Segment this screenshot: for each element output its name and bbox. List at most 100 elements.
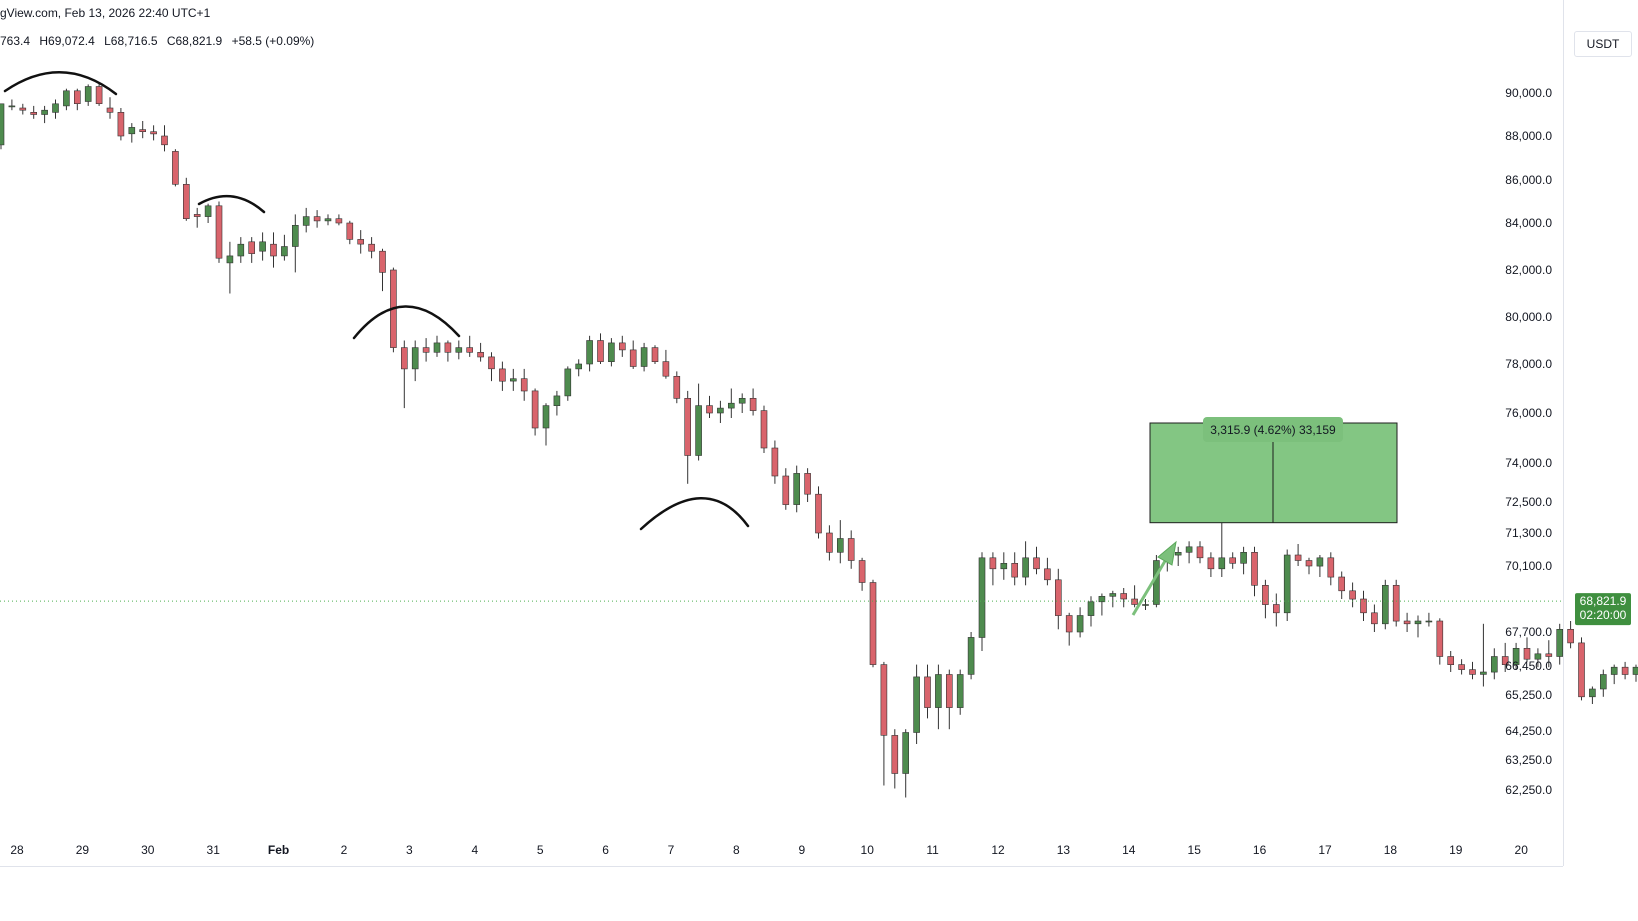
candle [204, 203, 212, 223]
candle [804, 468, 811, 502]
price-axis-tick: 71,300.0 [1505, 526, 1552, 540]
candle [836, 520, 844, 564]
candle-body [564, 368, 572, 397]
candle [727, 388, 735, 418]
candle-body [1142, 604, 1149, 606]
candle-body [128, 127, 136, 135]
price-axis-tick: 86,000.0 [1505, 173, 1552, 187]
candle [281, 234, 288, 261]
candle-body [74, 90, 81, 105]
candle [368, 237, 375, 259]
candle-body [1316, 557, 1324, 567]
candle-body [0, 103, 5, 146]
candle-body [1491, 656, 1498, 673]
candle [1327, 552, 1335, 586]
candle-body [1131, 598, 1138, 605]
candle-body [1153, 560, 1160, 605]
candle [1174, 546, 1182, 566]
price-axis-tick: 65,250.0 [1505, 688, 1552, 702]
candle-body [531, 390, 539, 429]
drawn-arrow [1131, 540, 1177, 616]
price-axis-tick: 88,000.0 [1505, 129, 1552, 143]
candle [1632, 664, 1638, 682]
candle-body [651, 347, 659, 363]
candle-body [509, 378, 517, 382]
candle-body [1556, 628, 1563, 657]
candle [1185, 541, 1193, 564]
last-price-label: 68,821.9 [1580, 594, 1627, 608]
candle [400, 340, 408, 409]
candle-body [880, 664, 888, 736]
candle [1382, 579, 1389, 630]
candle-body [1371, 612, 1378, 625]
candle-body [1610, 666, 1618, 675]
candle [1610, 664, 1618, 685]
candle-body [706, 405, 713, 414]
candle [640, 342, 648, 372]
candle-body [302, 216, 310, 226]
candle [1512, 642, 1520, 670]
candle [313, 210, 321, 228]
candle [84, 84, 92, 106]
candle-body [1229, 557, 1236, 564]
candle [1480, 623, 1487, 687]
candle [1425, 612, 1433, 627]
price-axis-tick: 78,000.0 [1505, 357, 1552, 371]
candle-body [270, 243, 277, 257]
candle [237, 237, 245, 263]
candle-body [433, 342, 441, 353]
ohlc-legend: 763.4 H69,072.4 L68,716.5 C68,821.9 +58.… [0, 34, 320, 48]
candle [978, 552, 986, 651]
candle [172, 149, 179, 187]
candle [695, 383, 702, 461]
candle [1196, 541, 1204, 564]
candle-body [1523, 647, 1531, 660]
time-axis-tick: 20 [1515, 843, 1529, 857]
ohlc-open: 763.4 [0, 34, 31, 48]
candle [760, 405, 768, 453]
candle-body [281, 246, 288, 257]
time-axis-tick: 15 [1188, 843, 1202, 857]
candle-body [161, 135, 168, 146]
candle-body [1120, 593, 1127, 600]
price-axis-tick: 70,100.0 [1505, 559, 1552, 573]
candle-body [836, 538, 844, 553]
candle-body [1218, 557, 1226, 570]
candle-body [1480, 671, 1487, 675]
candle-body [1534, 653, 1542, 660]
drawn-arc-3 [352, 305, 461, 340]
candle-body [967, 637, 975, 675]
candle-body [847, 538, 855, 561]
candle-body [597, 340, 604, 362]
candle [1011, 552, 1019, 586]
candle-body [1196, 546, 1204, 559]
candle-body [1392, 584, 1400, 622]
candle-body [826, 532, 833, 553]
time-axis-ticks: 28 29 30 31 Feb 2 3 4 5 6 7 8 9 10 11 12 13 14 15 16 17 18 19 2… [10, 843, 1528, 857]
time-axis-tick: 4 [471, 843, 478, 857]
candle [1349, 582, 1356, 608]
candle [858, 557, 866, 591]
candle-body [956, 674, 964, 708]
candle [259, 232, 266, 261]
candle-body [117, 112, 125, 137]
candle [63, 88, 70, 111]
candle [128, 123, 136, 143]
candle [117, 108, 125, 141]
candle [1120, 588, 1127, 608]
currency-button[interactable]: USDT [1574, 31, 1632, 57]
candle [597, 333, 604, 364]
candle-body [815, 493, 822, 534]
time-axis-tick: 13 [1057, 843, 1071, 857]
time-axis-tick: 6 [602, 843, 609, 857]
time-axis-tick: 12 [991, 843, 1005, 857]
candle [8, 99, 16, 111]
candle [1447, 651, 1454, 672]
candle-body [1425, 620, 1433, 623]
drawn-arc-2 [197, 194, 266, 214]
candle-body [1501, 656, 1509, 665]
candle [1055, 568, 1062, 630]
candle [608, 338, 615, 367]
price-axis-tick: 80,000.0 [1505, 310, 1552, 324]
